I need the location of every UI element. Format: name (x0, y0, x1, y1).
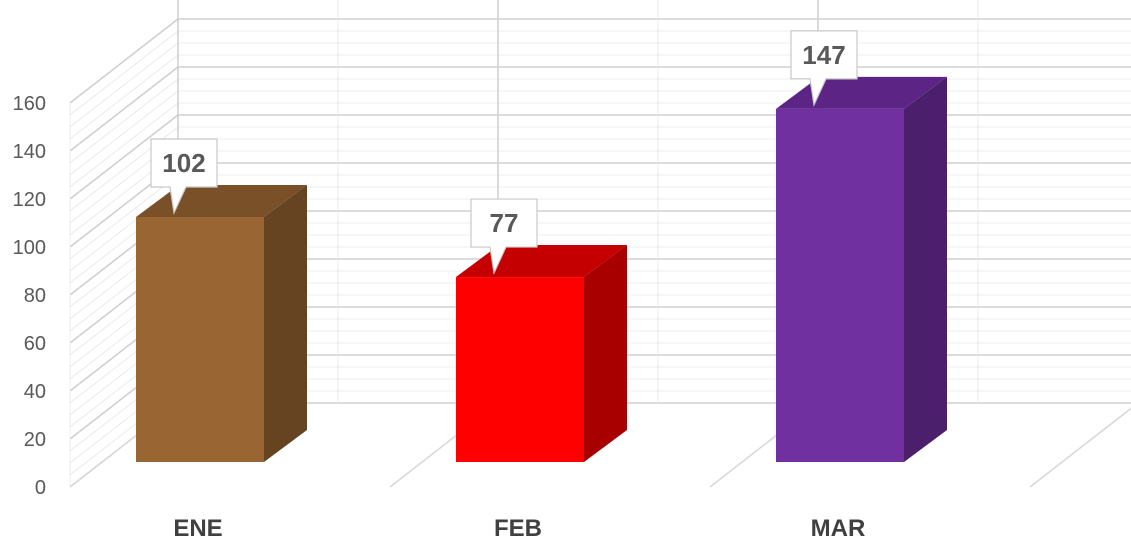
y-tick-label: 120 (13, 189, 46, 211)
y-tick-label: 140 (13, 141, 46, 163)
data-label: 102 (162, 148, 205, 178)
side-grid-line (69, 174, 179, 260)
y-tick-label: 60 (24, 333, 46, 355)
data-label-callout: 77 (470, 198, 538, 276)
data-label-callout: 102 (150, 138, 218, 216)
bar-side-face (264, 185, 307, 462)
side-grid-line (69, 78, 179, 164)
y-tick-label: 0 (35, 477, 46, 499)
x-axis-categories: ENE FEB MAR (173, 515, 865, 539)
data-label-box (470, 198, 538, 276)
y-tick-label: 160 (13, 93, 46, 115)
side-grid-line (69, 90, 179, 176)
bar-front-face (776, 108, 904, 462)
side-grid-line (69, 54, 179, 140)
side-grid-line (69, 66, 179, 152)
bar-side-face (584, 245, 627, 462)
data-label-box (790, 30, 858, 107)
y-tick-label: 100 (13, 237, 46, 259)
bar-mar: 147 (776, 30, 947, 462)
floor-divider (1029, 407, 1131, 488)
y-tick-label: 20 (24, 429, 46, 451)
data-label-box (150, 138, 218, 216)
bar-feb: 77 (456, 198, 627, 462)
bar-front-face (456, 277, 584, 462)
data-label: 77 (490, 208, 519, 238)
bar-ene: 102 (136, 138, 307, 462)
bar-side-face (904, 76, 947, 462)
category-label: FEB (494, 515, 542, 539)
side-grid-line (69, 102, 179, 188)
category-label: MAR (811, 515, 866, 539)
category-label: ENE (173, 515, 222, 539)
side-grid-line (69, 30, 179, 116)
y-tick-label: 40 (24, 381, 46, 403)
data-label-callout: 147 (790, 30, 858, 107)
side-grid-line (69, 114, 179, 200)
side-grid-line (69, 18, 179, 104)
y-tick-label: 80 (24, 285, 46, 307)
data-label: 147 (802, 40, 845, 70)
side-grid-line (69, 42, 179, 128)
bars: 102 77 147 (136, 30, 947, 462)
bar-front-face (136, 217, 264, 462)
y-axis-ticks: 0 20 40 60 80 100 120 140 160 (13, 93, 46, 499)
